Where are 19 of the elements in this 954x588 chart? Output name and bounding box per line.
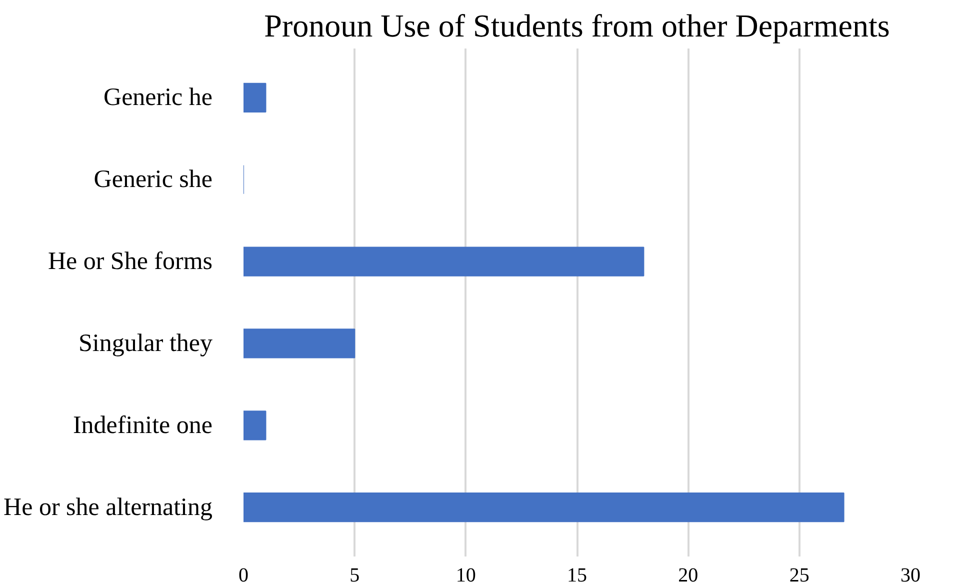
x-tick-label: 10	[456, 564, 476, 586]
bar	[244, 82, 266, 112]
bar	[244, 410, 266, 440]
bar	[244, 492, 844, 522]
bar	[244, 246, 644, 276]
bar	[244, 328, 356, 358]
x-tick-label: 15	[567, 564, 587, 586]
x-tick-label: 5	[350, 564, 360, 586]
y-tick-label: Generic she	[94, 166, 213, 194]
x-tick-label: 30	[900, 564, 920, 586]
x-tick-label: 0	[238, 564, 248, 586]
y-tick-label: Generic he	[104, 84, 213, 112]
chart-title: Pronoun Use of Students from other Deparments	[264, 8, 890, 44]
x-tick-label: 25	[789, 564, 810, 586]
y-tick-label: Indefinite one	[72, 412, 213, 439]
x-tick-label: 20	[678, 564, 698, 586]
y-tick-label: He or She forms	[48, 248, 213, 276]
y-tick-label: He or she alternating	[4, 494, 213, 521]
y-tick-label: Singular they	[78, 330, 213, 357]
